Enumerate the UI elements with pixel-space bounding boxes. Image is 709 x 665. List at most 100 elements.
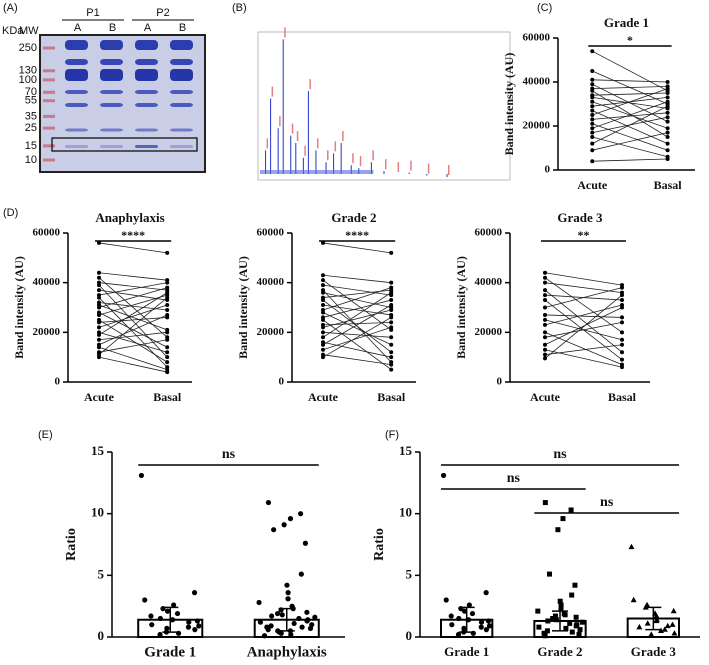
data-point (389, 280, 394, 285)
data-point (557, 598, 563, 604)
data-point (299, 624, 305, 630)
data-point (456, 615, 462, 622)
data-point (543, 342, 547, 347)
data-point (665, 157, 670, 161)
data-point (543, 293, 547, 298)
data-point (569, 629, 575, 635)
y-tick-label: 20000 (475, 326, 503, 338)
panel-label: (D) (3, 207, 18, 219)
pair-line (98, 339, 168, 353)
data-point (169, 617, 176, 623)
data-point (485, 618, 492, 624)
pair-line (544, 314, 623, 318)
peak-annotation (309, 79, 311, 90)
data-point (590, 82, 595, 87)
peak-annotation (448, 165, 450, 176)
marker-band (43, 90, 55, 94)
data-point (389, 315, 394, 320)
y-tick-label: 60000 (523, 32, 551, 44)
data-point (590, 77, 595, 82)
x-tick-label: Grade 2 (537, 644, 582, 659)
pair-line (322, 299, 392, 353)
data-point (665, 135, 670, 139)
marker-value: 10 (25, 154, 37, 166)
data-point (573, 623, 579, 629)
pair-line (322, 326, 392, 351)
pair-line (544, 344, 623, 356)
significance-label: **** (345, 228, 369, 242)
data-point (665, 91, 670, 95)
marker-band (43, 144, 55, 148)
marker-band (43, 158, 55, 162)
data-point (321, 342, 325, 347)
data-point (97, 320, 101, 325)
pair-line (98, 282, 168, 296)
marker-band (43, 46, 55, 50)
data-point (321, 310, 325, 315)
pair-line (98, 242, 168, 254)
data-point (577, 627, 583, 633)
data-point (620, 330, 624, 335)
x-tick-label: Grade 1 (144, 644, 196, 660)
data-point (590, 88, 595, 93)
data-point (97, 305, 101, 310)
data-point (469, 610, 476, 617)
pair-line (98, 304, 168, 331)
data-point (661, 626, 668, 632)
protein-band (100, 128, 123, 132)
protein-band (170, 103, 193, 107)
y-tick-label: 0 (98, 628, 105, 643)
data-point (553, 617, 559, 623)
data-point (543, 335, 547, 340)
data-point (269, 613, 275, 619)
significance-label: * (627, 33, 633, 47)
peak-annotation (271, 86, 274, 97)
pair-line (592, 79, 668, 83)
data-point (620, 350, 624, 355)
data-point (165, 250, 170, 255)
data-point (165, 312, 170, 317)
data-point (284, 582, 290, 588)
marker-band (43, 78, 55, 82)
data-point (542, 500, 548, 506)
y-tick-label: 10 (91, 505, 104, 520)
y-tick-label: 60000 (257, 227, 285, 239)
y-tick-label: 60000 (33, 227, 61, 239)
data-point (165, 307, 170, 312)
data-point (590, 95, 595, 100)
data-point (256, 599, 262, 606)
marker-value: 55 (25, 95, 37, 107)
pair-line (98, 297, 168, 355)
pair-line (98, 304, 168, 328)
y-axis-label: Ratio (372, 528, 387, 561)
protein-band (100, 69, 123, 81)
pair-line (322, 312, 392, 346)
data-point (449, 622, 455, 628)
data-point (648, 631, 655, 637)
data-point (669, 621, 676, 627)
data-point (563, 625, 569, 631)
data-point (665, 104, 670, 109)
data-point (148, 613, 154, 619)
protein-band (170, 40, 193, 50)
comparison-label: ns (507, 471, 521, 486)
data-point (590, 69, 595, 73)
data-point (165, 280, 170, 285)
data-point (653, 617, 660, 624)
pair-line (98, 319, 168, 363)
data-point (543, 322, 547, 327)
y-tick-label: 20000 (33, 326, 61, 338)
data-point (630, 596, 637, 603)
peak-annotation (284, 27, 286, 38)
pair-line (544, 282, 623, 293)
data-point (543, 330, 547, 335)
data-point (186, 619, 192, 625)
protein-band (170, 90, 193, 94)
data-point (590, 148, 595, 153)
data-point (620, 320, 624, 325)
data-point (665, 130, 670, 135)
panel-label: (B) (232, 2, 247, 14)
data-point (97, 312, 101, 317)
comparison-label: ns (222, 447, 236, 462)
data-point (268, 623, 274, 629)
